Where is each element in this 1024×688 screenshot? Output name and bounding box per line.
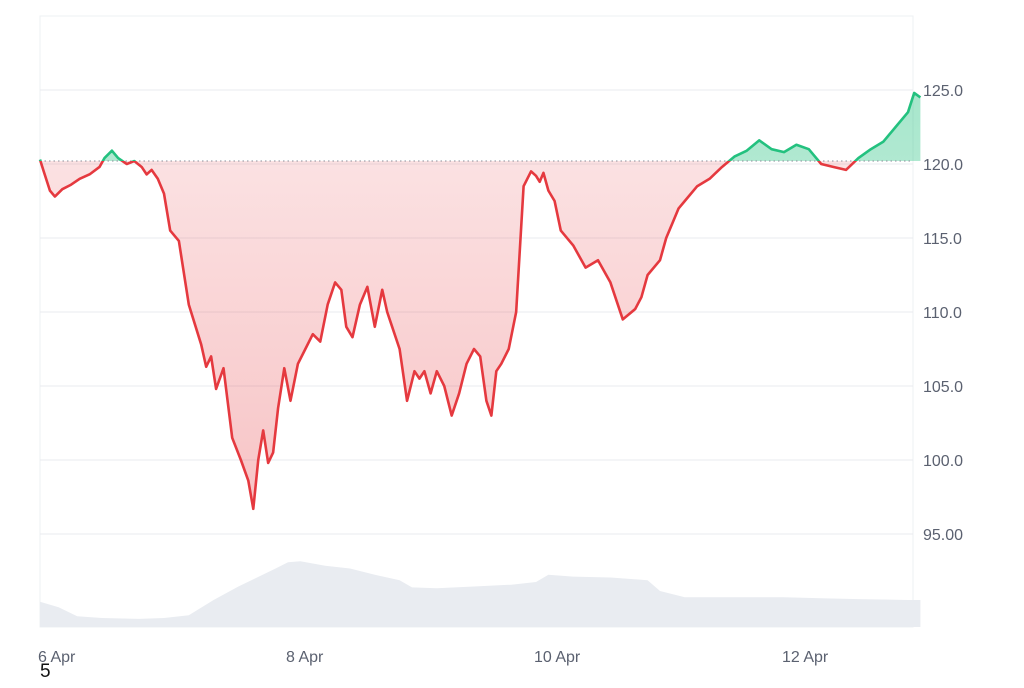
- price-line: [38, 91, 922, 511]
- x-tick-label: 8 Apr: [286, 649, 324, 666]
- volume-shape: [40, 561, 921, 627]
- x-tick-label: 10 Apr: [534, 649, 581, 666]
- y-tick-label: 120.0: [923, 157, 963, 174]
- y-tick-label: 105.0: [923, 379, 963, 396]
- x-tick-label: 6 Apr: [38, 649, 76, 666]
- volume-area: [40, 561, 921, 627]
- y-tick-label: 110.0: [923, 305, 962, 322]
- x-tick-label: 12 Apr: [782, 649, 829, 666]
- y-tick-label: 100.0: [923, 453, 963, 470]
- x-axis-ticks: 6 Apr 8 Apr 10 Apr 12 Apr: [38, 649, 829, 666]
- price-fill: [40, 92, 921, 509]
- y-axis-ticks: 125.0 120.0 115.0 110.0 105.0 100.0 95.00: [923, 83, 963, 544]
- y-tick-label: 95.00: [923, 527, 963, 544]
- y-tick-label: 125.0: [923, 83, 963, 100]
- y-tick-label: 115.0: [923, 231, 962, 248]
- footnote: 5: [40, 661, 51, 682]
- price-line-down: [39, 161, 858, 511]
- below-baseline-fill: [40, 161, 921, 509]
